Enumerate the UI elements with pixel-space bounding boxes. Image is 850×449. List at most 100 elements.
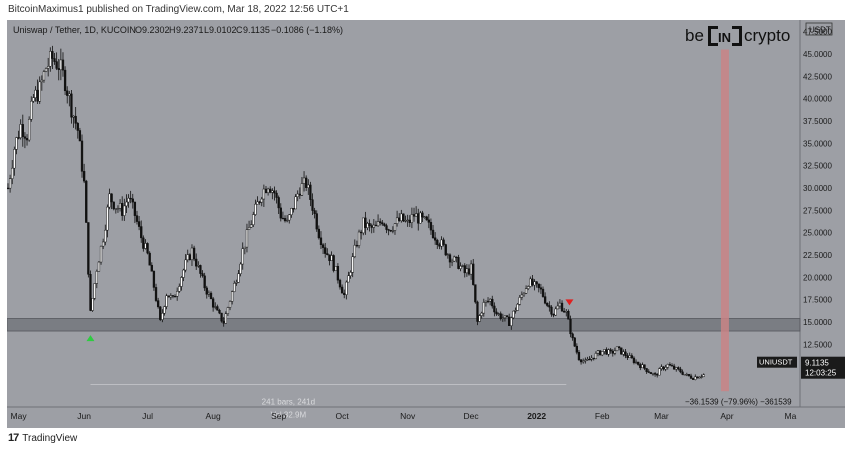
candle [321, 243, 325, 254]
candle [376, 214, 380, 227]
candle [91, 298, 94, 312]
candle [438, 242, 441, 250]
candle [448, 253, 452, 269]
candle [186, 249, 189, 263]
candle [486, 297, 490, 304]
price-chart[interactable]: 241 bars, 241d Vol 32.9M −36.1539 (−79.96%… [6, 20, 845, 428]
x-tick-label: Jul [142, 411, 153, 421]
candle [632, 356, 636, 365]
candle [362, 217, 365, 236]
candle [152, 270, 156, 291]
candle [156, 297, 160, 309]
candle [586, 356, 589, 361]
x-tick-label: Oct [336, 411, 350, 421]
candle [241, 242, 244, 270]
candle [516, 302, 519, 311]
candle [165, 293, 168, 310]
candle [601, 351, 604, 357]
candle [391, 226, 395, 234]
candle [99, 245, 103, 265]
candle [573, 337, 576, 347]
candle [118, 199, 122, 212]
candle [23, 132, 27, 149]
candle [17, 130, 20, 140]
candle [290, 207, 293, 218]
candle [302, 171, 306, 192]
tradingview-mark-icon: 17 [8, 432, 19, 444]
candle [201, 270, 204, 278]
candle [169, 293, 172, 300]
candle [558, 299, 562, 309]
y-tick-label: 12.5000 [803, 340, 832, 349]
candle [106, 204, 109, 238]
candle [505, 315, 509, 318]
candle [93, 283, 96, 301]
candle [374, 220, 378, 227]
candle [44, 67, 48, 73]
candle [300, 177, 304, 196]
candle [429, 218, 433, 235]
candle [254, 199, 257, 216]
candle [135, 210, 139, 225]
x-tick-label: Sep [271, 411, 286, 421]
candle [110, 193, 113, 210]
candle [698, 376, 701, 379]
candle [677, 366, 680, 371]
candle [508, 313, 511, 326]
candle [190, 244, 194, 266]
candle [383, 222, 386, 227]
candle [264, 186, 268, 194]
candle [108, 188, 111, 210]
support-zone [6, 318, 801, 332]
x-tick-label: 2022 [527, 411, 546, 421]
candle [6, 183, 10, 190]
candle [277, 195, 280, 215]
candle [440, 236, 443, 250]
candle [140, 220, 143, 243]
candle [408, 215, 411, 227]
candle [245, 223, 249, 253]
candle [366, 221, 369, 231]
candle [465, 264, 469, 277]
candle [311, 193, 314, 216]
candle [281, 211, 285, 220]
candle [662, 366, 665, 371]
candle [393, 223, 397, 235]
candle [148, 251, 151, 266]
candle [461, 264, 464, 268]
candle [319, 231, 323, 249]
candle [450, 258, 454, 267]
candle [125, 194, 128, 214]
candle [533, 279, 536, 291]
tradingview-logo[interactable]: 17 TradingView [8, 432, 77, 444]
candle [656, 373, 659, 378]
candle [637, 361, 640, 366]
x-tick-label: Apr [720, 411, 733, 421]
price-badge [801, 356, 845, 379]
candle [672, 363, 676, 370]
candle [15, 136, 18, 155]
candle [457, 254, 460, 270]
candle [603, 349, 606, 355]
y-tick-label: 47.5000 [803, 28, 832, 37]
candle [696, 376, 699, 379]
time-axis-background [7, 407, 845, 428]
candle [195, 253, 198, 270]
candle [419, 210, 422, 224]
symbol-label: UNIUSDT [759, 358, 793, 367]
svg-text:C: C [236, 25, 243, 35]
candle [598, 349, 602, 356]
candle [683, 374, 686, 376]
candle [129, 190, 132, 204]
candle [188, 253, 192, 261]
candle [178, 283, 181, 293]
candle [36, 79, 39, 104]
candle [334, 266, 337, 271]
candle [220, 312, 223, 323]
candle [150, 262, 153, 272]
chart-area[interactable]: 241 bars, 241d Vol 32.9M −36.1539 (−79.96%… [6, 20, 845, 428]
y-tick-label: 37.5000 [803, 117, 832, 126]
candle [417, 208, 420, 231]
candle [353, 239, 356, 259]
candle [332, 254, 335, 273]
